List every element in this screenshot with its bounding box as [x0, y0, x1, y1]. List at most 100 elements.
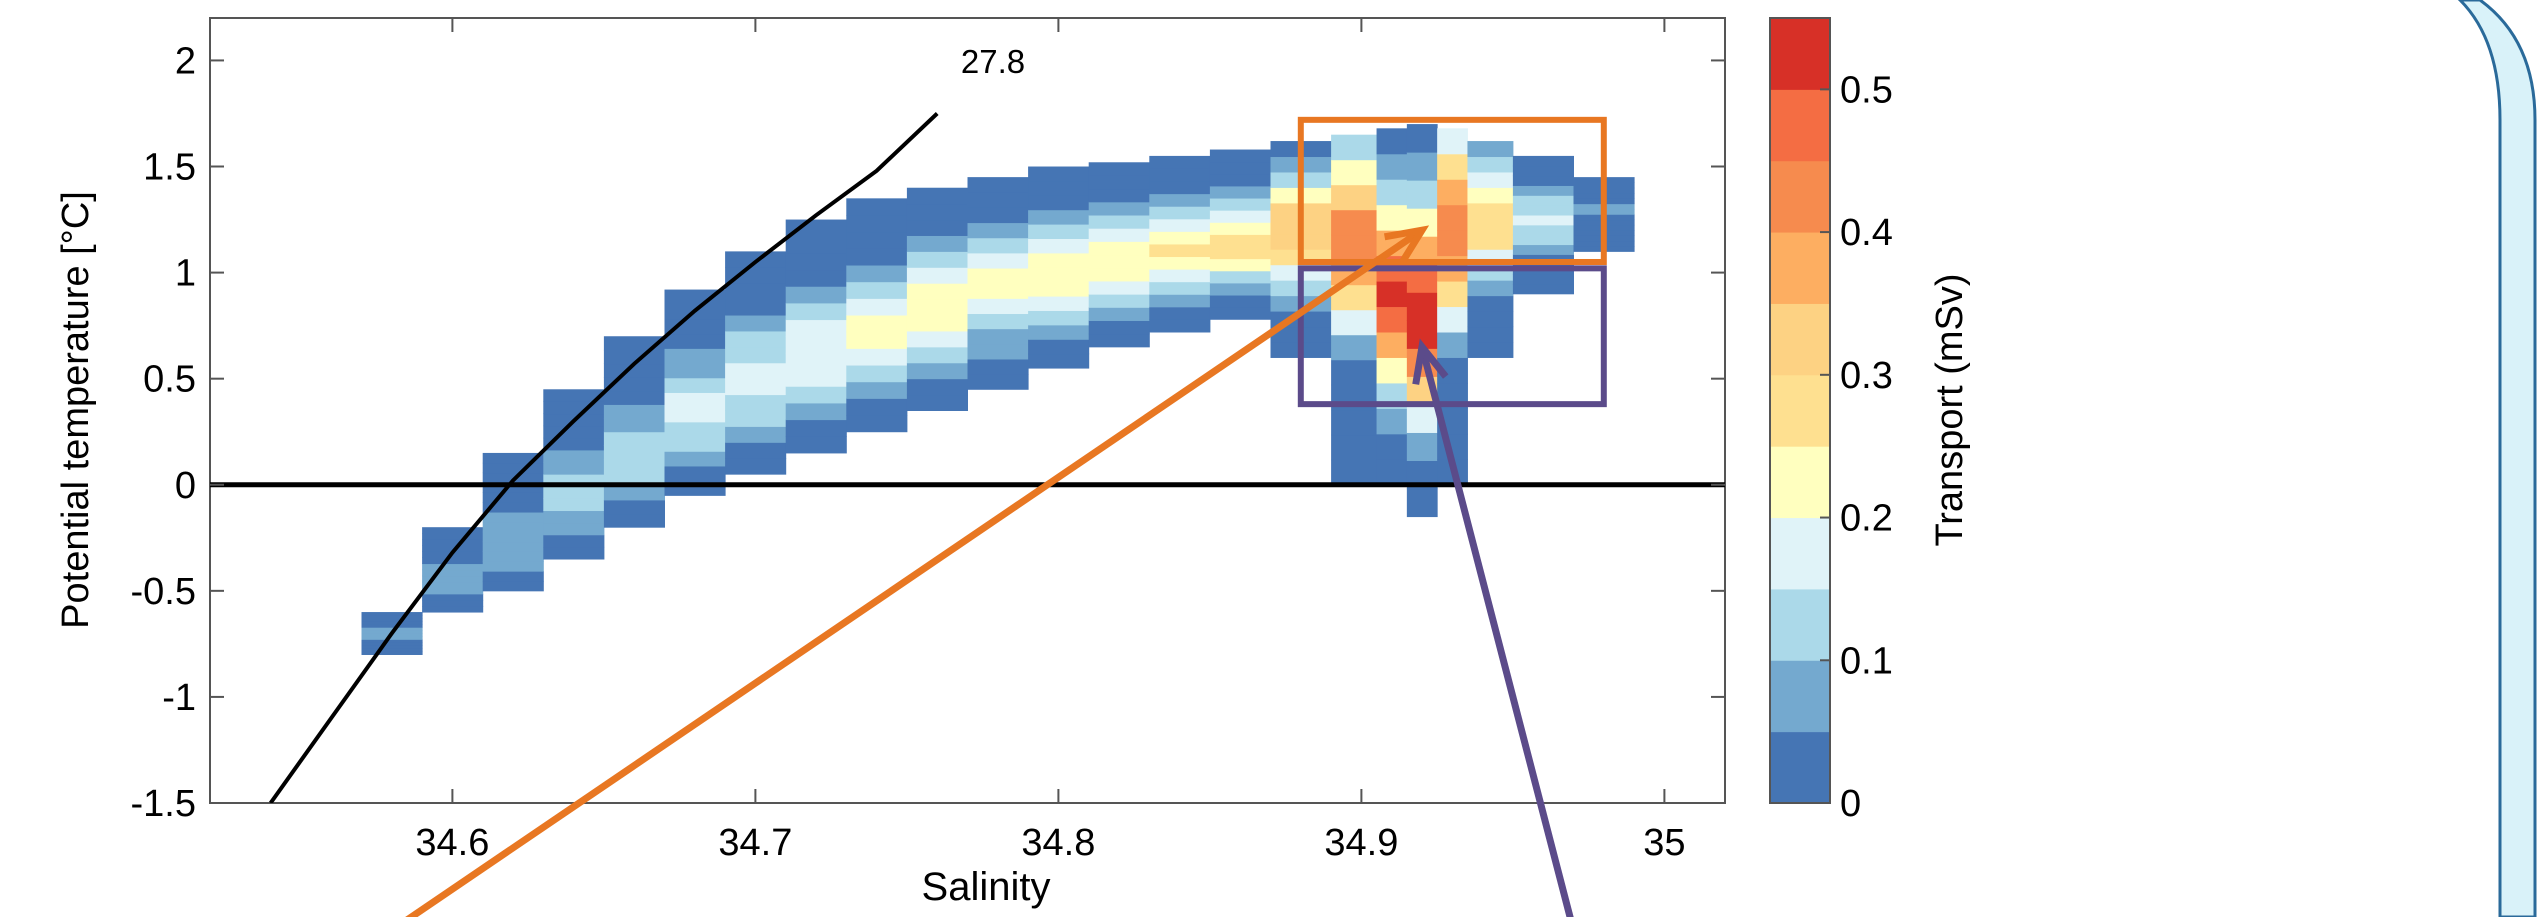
heat-cell — [603, 431, 665, 446]
heat-cell — [1028, 310, 1090, 326]
colorbar-segment — [1770, 160, 1830, 233]
heat-cell — [1376, 281, 1408, 308]
heat-cell — [725, 330, 787, 348]
heat-cell — [422, 593, 484, 601]
y-tick-label: -1 — [162, 677, 196, 719]
heat-cell — [1149, 256, 1211, 270]
heat-cell — [967, 343, 1029, 360]
heat-cell — [846, 315, 908, 333]
isopycnal-27-8-line — [268, 112, 939, 803]
heat-cell — [1209, 270, 1271, 284]
heat-cell — [725, 283, 787, 300]
heat-cell — [967, 177, 1029, 193]
heat-cell — [785, 369, 847, 387]
heat-cell — [543, 425, 605, 439]
heat-cell — [906, 187, 968, 205]
heat-cell — [482, 531, 544, 543]
heat-cell — [543, 510, 605, 524]
heat-cell — [1437, 153, 1468, 180]
heat-cell — [906, 315, 968, 332]
heat-cell — [422, 545, 484, 552]
heat-cell — [1088, 201, 1150, 216]
heat-cell — [422, 539, 484, 546]
heat-cell — [1331, 184, 1378, 211]
heat-cell — [906, 251, 968, 268]
heat-cell — [1088, 320, 1150, 335]
heat-cell — [846, 415, 908, 433]
colorbar-tick-label: 0.3 — [1840, 355, 1893, 397]
heat-cell — [1028, 209, 1090, 225]
heat-cell — [1467, 233, 1514, 250]
heat-cell — [846, 348, 908, 366]
heat-cell — [1376, 306, 1408, 333]
heat-cell — [785, 402, 847, 421]
heat-cell — [1028, 339, 1090, 355]
heat-cell — [846, 215, 908, 233]
heat-cell — [543, 534, 605, 548]
x-tick-label: 34.6 — [415, 822, 489, 864]
heat-cell — [1088, 333, 1150, 348]
heat-cell — [422, 563, 484, 571]
colorbar-segment — [1770, 232, 1830, 304]
heat-cell — [1149, 206, 1211, 220]
highlight-box-lower — [1297, 265, 1607, 408]
heat-cell — [603, 418, 665, 433]
heat-cell — [725, 394, 787, 411]
heat-cell — [967, 283, 1029, 299]
heat-cell — [785, 269, 847, 287]
colorbar-segment — [1770, 660, 1830, 733]
heat-cell — [482, 580, 544, 592]
heat-cell — [785, 419, 847, 437]
heat-cell — [1028, 353, 1090, 369]
heat-cell — [482, 512, 544, 523]
isopycnal-label: 27.8 — [961, 43, 1025, 80]
heat-cell — [1406, 432, 1438, 462]
heat-cell — [967, 313, 1029, 330]
heat-cell — [967, 268, 1029, 284]
colorbar-frame — [1769, 17, 1831, 804]
heat-cell — [664, 451, 726, 467]
heat-cell — [422, 581, 484, 589]
highlight-box-upper — [1297, 116, 1607, 265]
heat-cell — [543, 449, 605, 463]
heat-cell — [785, 252, 847, 271]
heat-cell — [1209, 222, 1271, 235]
heat-cell — [482, 502, 544, 513]
heat-cell — [1512, 274, 1574, 285]
heat-cell — [1028, 180, 1090, 196]
heat-cell — [1467, 218, 1514, 235]
heat-cell — [422, 533, 484, 540]
heat-cell — [967, 222, 1029, 239]
heat-cell — [482, 452, 544, 464]
heat-cell — [1088, 280, 1150, 295]
heat-cell — [1406, 404, 1438, 433]
heat-cell — [1028, 224, 1090, 239]
heat-cell — [1376, 204, 1408, 231]
heat-cell — [361, 615, 423, 619]
heat-cell — [603, 458, 665, 474]
heat-cell — [1467, 311, 1514, 328]
heat-cell — [1209, 198, 1271, 211]
y-tick-label: 2 — [175, 40, 196, 82]
heat-cell — [1331, 359, 1378, 386]
heat-cell — [482, 541, 544, 552]
heat-cell — [725, 362, 787, 380]
heat-cell — [906, 219, 968, 236]
colorbar-segment — [1770, 303, 1830, 376]
heat-cell — [1437, 128, 1468, 155]
heat-cell — [1028, 166, 1090, 182]
heat-cell — [1437, 230, 1468, 257]
colorbar-segment — [1770, 446, 1830, 519]
x-tick-label: 34.9 — [1324, 822, 1398, 864]
heat-cell — [543, 498, 605, 512]
heat-cell — [361, 651, 423, 655]
heat-cell — [1209, 234, 1271, 248]
colorbar-tick-label: 0.2 — [1840, 498, 1893, 540]
heat-cell — [846, 365, 908, 383]
heat-cell — [1512, 165, 1574, 177]
heat-cell — [1149, 306, 1211, 320]
heat-cell — [361, 645, 423, 649]
heat-cell — [1406, 124, 1438, 153]
heat-cell — [725, 410, 787, 427]
heat-cell — [846, 248, 908, 266]
